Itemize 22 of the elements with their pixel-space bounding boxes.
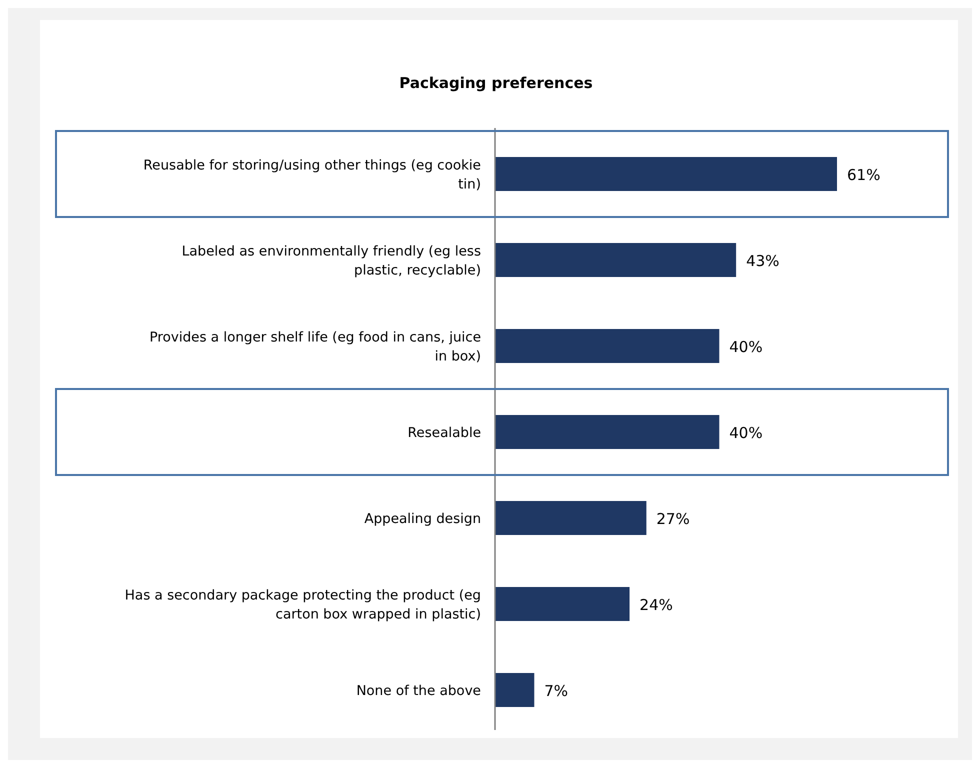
data-label: 7%: [544, 682, 568, 700]
bar: [495, 501, 646, 535]
data-label: 43%: [746, 252, 780, 270]
data-label: 40%: [729, 338, 763, 356]
y-tick-label: None of the above: [356, 683, 481, 699]
y-tick-label: Has a secondary package protecting the product (eg carton box wrapped in plastic): [124, 588, 481, 622]
y-tick-label: Reusable for storing/using other things (eg cookie tin): [143, 158, 481, 192]
chart-title: Packaging preferences: [399, 74, 593, 92]
data-label: 40%: [729, 424, 763, 442]
data-label: 61%: [847, 166, 880, 184]
bar: [495, 243, 736, 277]
bar: [495, 587, 630, 621]
y-tick-label: Provides a longer shelf life (eg food in cans, juice in box): [149, 330, 481, 364]
bar: [495, 673, 534, 707]
y-tick-label: Resealable: [408, 425, 481, 441]
y-tick-label: Labeled as environmentally friendly (eg less plastic, recyclable): [182, 244, 481, 278]
bar: [495, 415, 720, 449]
bar: [495, 329, 720, 363]
data-label: 24%: [640, 596, 673, 614]
bar: [495, 157, 837, 191]
y-tick-label: Appealing design: [364, 511, 481, 527]
data-label: 27%: [656, 510, 690, 528]
